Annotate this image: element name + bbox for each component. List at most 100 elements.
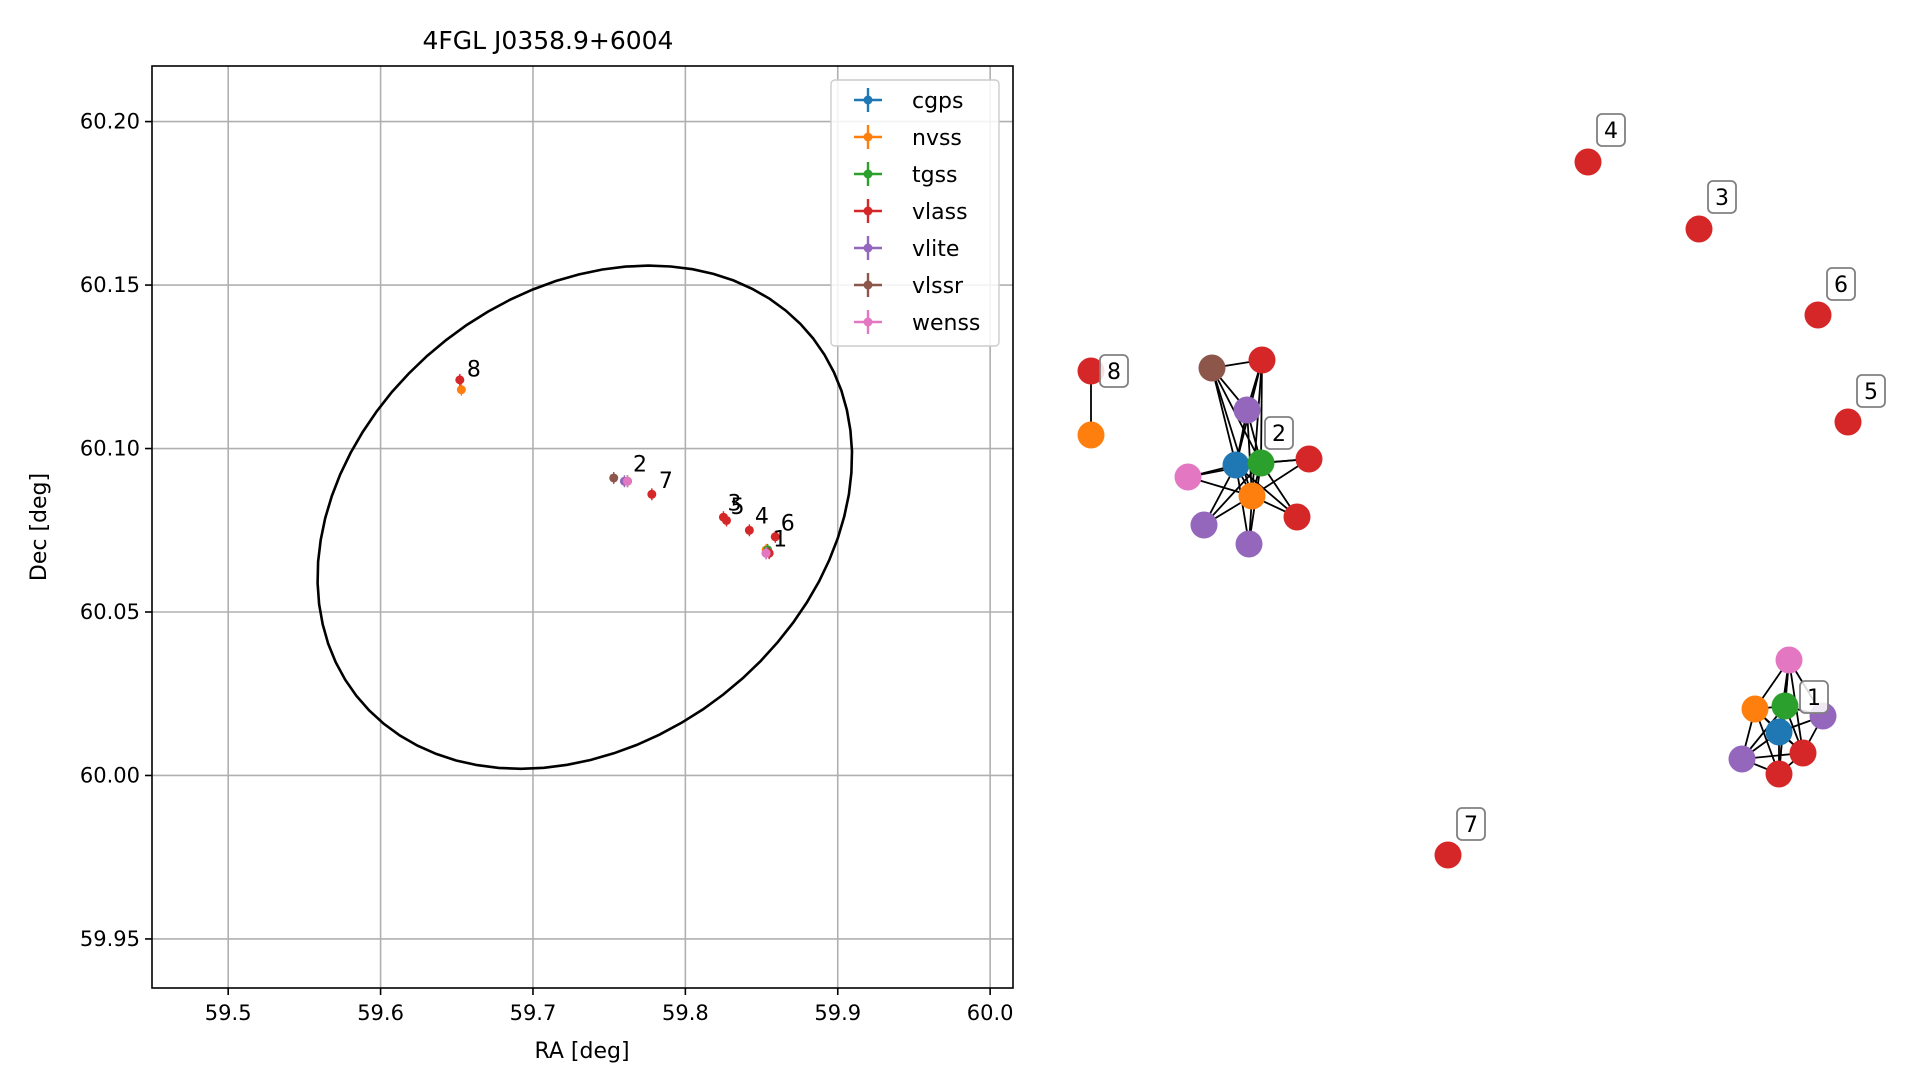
- vlssr-node: [1198, 354, 1226, 382]
- legend-label: wenss: [912, 311, 980, 336]
- tgss-legend-dot: [863, 169, 873, 179]
- vlite-node: [1233, 396, 1261, 424]
- x-tick-label: 59.7: [510, 1001, 557, 1025]
- vlass-node: [1077, 357, 1105, 385]
- graph-node-label: 5: [1864, 380, 1878, 405]
- vlssr-point: [609, 473, 619, 483]
- y-axis-label: Dec [deg]: [27, 473, 52, 581]
- source-labels: 8 27 35 4 61: [467, 358, 795, 553]
- graph-label-box: [1799, 680, 1829, 714]
- graph-label-box: [1264, 416, 1294, 450]
- x-tick-label: 59.5: [205, 1001, 252, 1025]
- source-label: 4: [755, 505, 769, 530]
- vlass-point: [647, 489, 657, 499]
- source-label: 8: [467, 358, 481, 383]
- wenss-legend-dot: [863, 317, 873, 327]
- vlass-node: [1574, 148, 1602, 176]
- vlass-node: [1295, 445, 1323, 473]
- source-label: 3: [727, 492, 741, 517]
- nvss-point: [456, 385, 466, 395]
- graph-nodes: [1077, 148, 1862, 869]
- vlass-node: [1434, 841, 1462, 869]
- graph-node-label: 1: [1807, 686, 1821, 711]
- x-tick-label: 59.8: [662, 1001, 709, 1025]
- graph-node-label: 2: [1272, 422, 1286, 447]
- legend-label: cgps: [912, 89, 964, 114]
- graph-edge: [1260, 359, 1263, 464]
- cgps-node: [1222, 451, 1250, 479]
- nvss-node: [1077, 421, 1105, 449]
- nvss-node: [1238, 482, 1266, 510]
- vlite-node: [1235, 530, 1263, 558]
- nvss-node: [1741, 695, 1769, 723]
- x-tick-label: 60.0: [967, 1001, 1014, 1025]
- wenss-node: [1174, 463, 1202, 491]
- source-label: 5: [731, 495, 745, 520]
- cgps-legend-dot: [863, 95, 873, 105]
- graph-node-label: 4: [1604, 119, 1618, 144]
- y-tick-label: 60.20: [80, 110, 140, 134]
- vlass-node: [1789, 739, 1817, 767]
- legend-label: nvss: [912, 126, 962, 151]
- graph-node-labels: 1 2 3 4 5 6 7 8: [1099, 113, 1886, 841]
- vlass-node: [1283, 503, 1311, 531]
- vlass-node: [1685, 215, 1713, 243]
- vlite-legend-dot: [863, 243, 873, 253]
- legend-label: vlite: [912, 237, 959, 262]
- y-tick-label: 59.95: [80, 927, 140, 951]
- vlass-node: [1765, 760, 1793, 788]
- y-tick-label: 60.15: [80, 273, 140, 297]
- vlass-node: [1248, 346, 1276, 374]
- legend-label: vlssr: [912, 274, 964, 299]
- y-ticks: 59.95 60.00 60.05 60.10 60.15 60.20: [80, 110, 152, 951]
- vlass-point: [722, 515, 732, 525]
- source-points: [455, 373, 780, 560]
- x-axis-label: RA [deg]: [534, 1039, 629, 1064]
- graph-label-box: [1456, 807, 1486, 841]
- vlass-node: [1834, 408, 1862, 436]
- vlite-node: [1190, 511, 1218, 539]
- localization-ellipse: [316, 264, 854, 771]
- y-tick-label: 60.00: [80, 763, 140, 787]
- graph-edge: [1203, 462, 1262, 526]
- graph-label-box: [1707, 180, 1737, 214]
- graph-label-box: [1596, 113, 1626, 147]
- graph-node-label: 3: [1715, 186, 1729, 211]
- y-tick-label: 60.05: [80, 600, 140, 624]
- source-label: 1: [773, 528, 787, 553]
- legend-box: [830, 79, 1000, 347]
- vlass-point: [744, 525, 754, 535]
- cgps-node: [1765, 718, 1793, 746]
- chart-title: 4FGL J0358.9+6004: [423, 26, 674, 55]
- source-label: 2: [633, 452, 647, 477]
- vlssr-legend-dot: [863, 280, 873, 290]
- x-tick-label: 59.6: [357, 1001, 404, 1025]
- tgss-node: [1247, 449, 1275, 477]
- wenss-point: [761, 548, 771, 558]
- legend: cgps nvss tgss vlass vlite vlssr wenss: [830, 79, 1000, 347]
- y-tick-label: 60.10: [80, 437, 140, 461]
- vlass-point: [770, 532, 780, 542]
- nvss-legend-dot: [863, 132, 873, 142]
- source-label: 7: [659, 469, 673, 494]
- x-tick-label: 59.9: [814, 1001, 861, 1025]
- graph-node-label: 6: [1834, 273, 1848, 298]
- vlass-node: [1804, 301, 1832, 329]
- graph-node-label: 8: [1107, 360, 1121, 385]
- source-label: 6: [781, 511, 795, 536]
- network-graph: 1 2 3 4 5 6 7 8: [1077, 113, 1886, 869]
- graph-edge: [1246, 409, 1253, 497]
- graph-edge: [1211, 367, 1237, 466]
- wenss-point: [622, 476, 632, 486]
- plot-frame: [151, 65, 1014, 989]
- graph-node-label: 7: [1464, 813, 1478, 838]
- graph-label-box: [1856, 374, 1886, 408]
- graph-label-box: [1826, 267, 1856, 301]
- graph-label-box: [1099, 354, 1129, 388]
- vlass-legend-dot: [863, 206, 873, 216]
- legend-label: tgss: [912, 163, 958, 188]
- tgss-node: [1771, 692, 1799, 720]
- graph-edges: [1090, 359, 1824, 775]
- scatter-panel: 4FGL J0358.9+6004 59.5 59.6 59.7 59.8 59.9 60…: [27, 26, 1014, 1064]
